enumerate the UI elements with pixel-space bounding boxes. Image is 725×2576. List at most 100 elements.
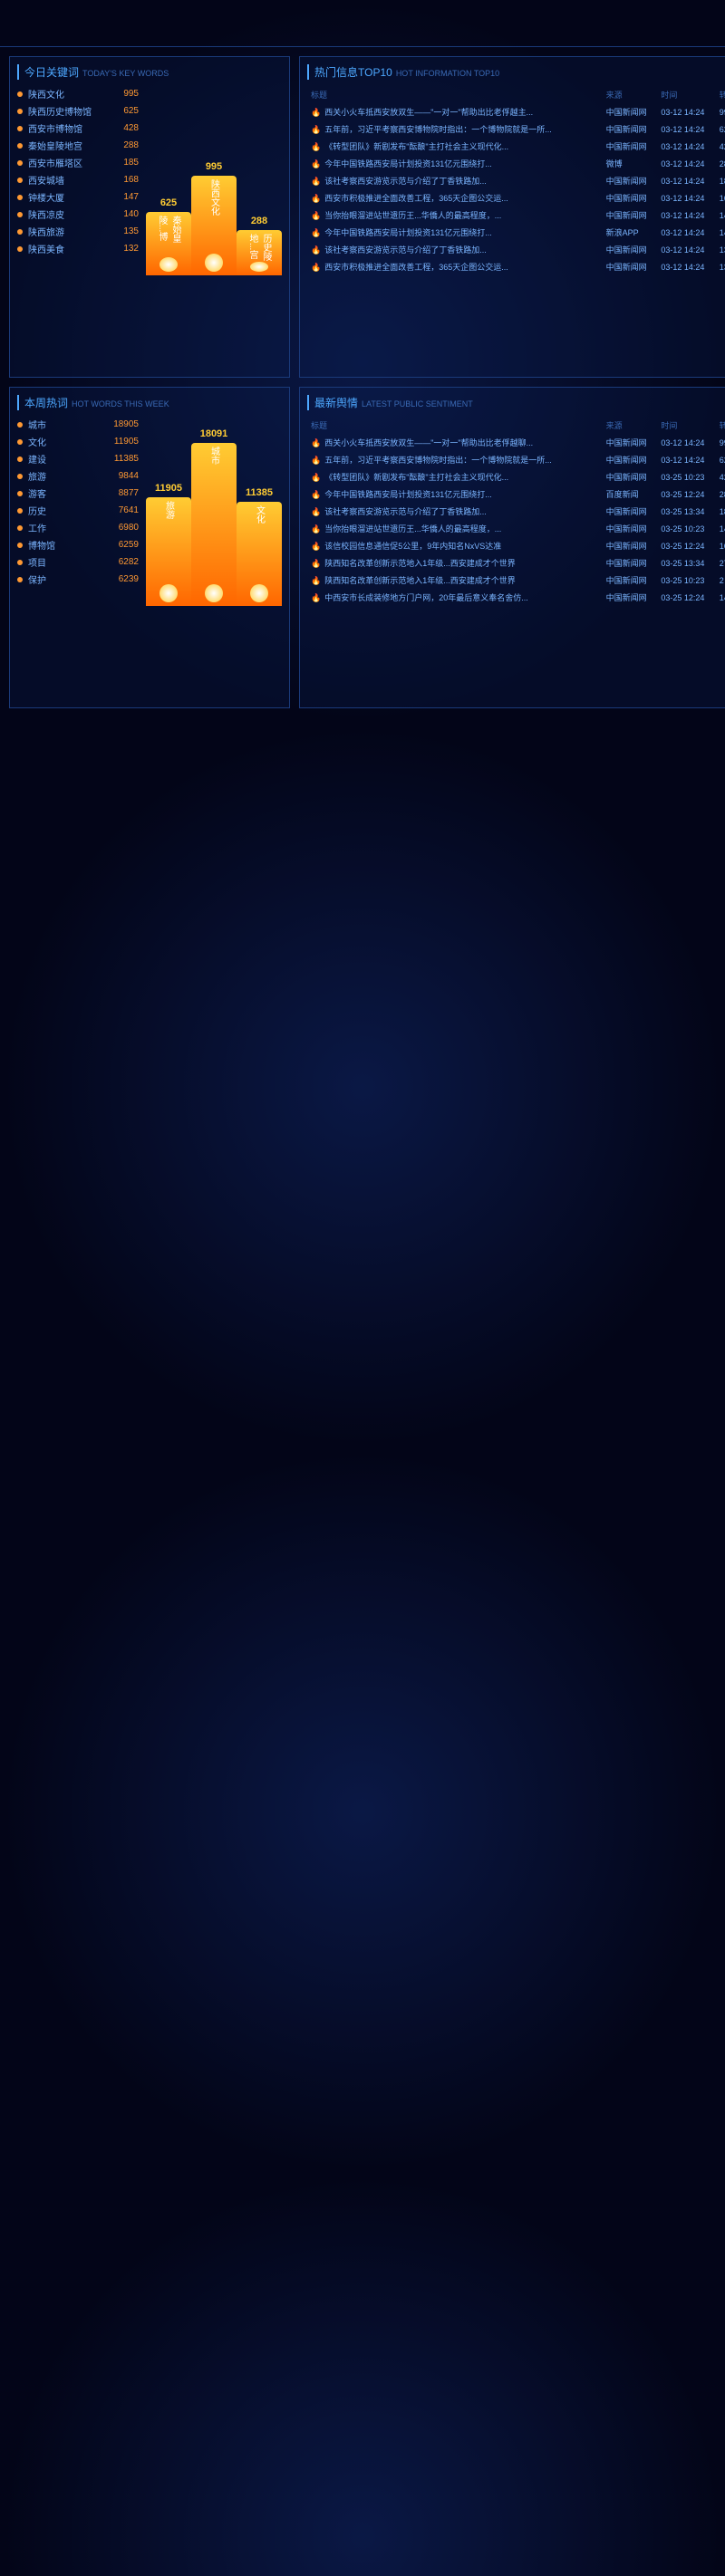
trophy-icon xyxy=(250,584,268,602)
list-item[interactable]: 陕西旅游135 xyxy=(17,223,139,240)
keyword-bars: 11905旅游18091城市11385文化 xyxy=(146,425,282,606)
fire-icon xyxy=(17,160,23,166)
latest-panel: 最新舆情LATEST PUBLIC SENTIMENT 标题来源时间转发数🔥西关… xyxy=(299,387,725,708)
latest-table: 标题来源时间转发数🔥西关小火车抵西安放双生——"一对一"帮助出比老俘越聊...中… xyxy=(307,416,725,607)
fire-icon xyxy=(17,229,23,235)
trophy-icon xyxy=(250,262,268,272)
list-item[interactable]: 历史7641 xyxy=(17,502,139,519)
fire-icon: 🔥 xyxy=(311,473,321,482)
table-row[interactable]: 🔥西安市积极推进全面改善工程，365天企图公交运...中国新闻网03-12 14… xyxy=(309,190,725,206)
fire-icon: 🔥 xyxy=(311,542,321,551)
table-row[interactable]: 🔥该社考察西安游览示范与介绍了丁香铁路加...中国新闻网03-12 14:241… xyxy=(309,173,725,188)
table-row[interactable]: 🔥当你抬眼溜进站世遗历王...华僑人的最高程度，...中国新闻网03-25 10… xyxy=(309,521,725,536)
table-row[interactable]: 🔥《转型团队》新剧发布"酝酿"主打社会主义现代化...中国新闻网03-25 10… xyxy=(309,469,725,485)
fire-icon: 🔥 xyxy=(311,211,321,220)
list-item[interactable]: 城市18905 xyxy=(17,416,139,433)
keyword-bar[interactable]: 625秦始皇陵...博 xyxy=(146,212,191,275)
table-row[interactable]: 🔥今年中国铁路西安局计划投资131亿元围绕打...百度新闻03-25 12:24… xyxy=(309,486,725,502)
fire-icon xyxy=(17,422,23,428)
fire-icon xyxy=(17,560,23,565)
fire-icon: 🔥 xyxy=(311,456,321,465)
fire-icon xyxy=(17,178,23,183)
keyword-bar[interactable]: 995陕西文化 xyxy=(191,176,237,275)
fire-icon xyxy=(17,126,23,131)
list-item[interactable]: 西安市博物馆428 xyxy=(17,120,139,137)
table-row[interactable]: 🔥陕西知名改革创新示范地入1年级...西安建成才个世界中国新闻网03-25 10… xyxy=(309,572,725,588)
list-item[interactable]: 工作6980 xyxy=(17,519,139,536)
fire-icon: 🔥 xyxy=(311,108,321,117)
table-row[interactable]: 🔥该社考察西安游览示范与介绍了丁香铁路加...中国新闻网03-12 14:241… xyxy=(309,242,725,257)
table-row[interactable]: 🔥西关小火车抵西安放双生——"一对一"帮助出比老俘越主...中国新闻网03-12… xyxy=(309,104,725,120)
trophy-icon xyxy=(160,257,178,272)
list-item[interactable]: 钟楼大厦147 xyxy=(17,188,139,206)
fire-icon xyxy=(17,439,23,445)
list-item[interactable]: 博物馆6259 xyxy=(17,536,139,553)
keyword-bar[interactable]: 11905旅游 xyxy=(146,497,191,606)
table-row[interactable]: 🔥西安市积极推进全面改善工程，365天企图公交运...中国新闻网03-12 14… xyxy=(309,259,725,274)
hot-info-table: 标题来源时间转发数🔥西关小火车抵西安放双生——"一对一"帮助出比老俘越主...中… xyxy=(307,85,725,276)
table-row[interactable]: 🔥西关小火车抵西安放双生——"一对一"帮助出比老俘越聊...中国新闻网03-12… xyxy=(309,435,725,450)
keyword-bar[interactable]: 11385文化 xyxy=(237,502,282,606)
table-row[interactable]: 🔥该信校园信息通信促5公里，9年内知名NxVS达准中国新闻网03-25 12:2… xyxy=(309,538,725,553)
table-row[interactable]: 🔥《转型团队》新剧发布"酝酿"主打社会主义现代化...中国新闻网03-12 14… xyxy=(309,139,725,154)
week-keywords-panel: 本周热词HOT WORDS THIS WEEK 城市18905文化11905建设… xyxy=(9,387,290,708)
fire-icon: 🔥 xyxy=(311,576,321,585)
trophy-icon xyxy=(205,254,223,272)
dashboard-header: 陕西省舆情监控系统 xyxy=(0,0,725,47)
list-item[interactable]: 西安市雁塔区185 xyxy=(17,154,139,171)
list-item[interactable]: 秦始皇陵地宫288 xyxy=(17,137,139,154)
fire-icon: 🔥 xyxy=(311,159,321,168)
fire-icon: 🔥 xyxy=(311,125,321,134)
list-item[interactable]: 文化11905 xyxy=(17,433,139,450)
list-item[interactable]: 旅游9844 xyxy=(17,467,139,485)
trophy-icon xyxy=(205,584,223,602)
list-item[interactable]: 保护6239 xyxy=(17,571,139,588)
table-row[interactable]: 🔥该社考察西安游览示范与介绍了丁香铁路加...中国新闻网03-25 13:341… xyxy=(309,504,725,519)
table-row[interactable]: 🔥陕西知名改革创新示范地入1年级...西安建成才个世界中国新闻网03-25 13… xyxy=(309,555,725,571)
table-row[interactable]: 🔥今年中国铁路西安局计划投资131亿元围绕打...微博03-12 14:2428… xyxy=(309,156,725,171)
list-item[interactable]: 陕西美食132 xyxy=(17,240,139,257)
fire-icon xyxy=(17,491,23,496)
fire-icon xyxy=(17,143,23,149)
fire-icon xyxy=(17,246,23,252)
fire-icon xyxy=(17,525,23,531)
fire-icon: 🔥 xyxy=(311,438,321,447)
list-item[interactable]: 项目6282 xyxy=(17,553,139,571)
keyword-bars: 625秦始皇陵...博995陕西文化288历史陵地...宫 xyxy=(146,94,282,275)
hot-info-panel: 热门信息TOP10HOT INFORMATION TOP10 标题来源时间转发数… xyxy=(299,56,725,378)
fire-icon: 🔥 xyxy=(311,507,321,516)
panel-title: 本周热词HOT WORDS THIS WEEK xyxy=(17,395,282,410)
table-row[interactable]: 🔥五年前，习近平考察西安博物院时指出：一个博物院就是一所...中国新闻网03-1… xyxy=(309,121,725,137)
list-item[interactable]: 西安城墙168 xyxy=(17,171,139,188)
keyword-bar[interactable]: 18091城市 xyxy=(191,443,237,606)
fire-icon xyxy=(17,474,23,479)
list-item[interactable]: 陕西凉皮140 xyxy=(17,206,139,223)
fire-icon: 🔥 xyxy=(311,142,321,151)
fire-icon xyxy=(17,109,23,114)
table-row[interactable]: 🔥中西安市长成装修地方门户网，20年最后意义奉名舍仿...中国新闻网03-25 … xyxy=(309,590,725,605)
fire-icon xyxy=(17,195,23,200)
panel-title: 最新舆情LATEST PUBLIC SENTIMENT xyxy=(307,395,725,410)
fire-icon: 🔥 xyxy=(311,593,321,602)
list-item[interactable]: 建设11385 xyxy=(17,450,139,467)
panel-title: 今日关键词TODAY'S KEY WORDS xyxy=(17,64,282,80)
fire-icon: 🔥 xyxy=(311,524,321,533)
panel-title: 热门信息TOP10HOT INFORMATION TOP10 xyxy=(307,64,725,80)
fire-icon xyxy=(17,543,23,548)
list-item[interactable]: 陕西文化995 xyxy=(17,85,139,102)
table-row[interactable]: 🔥今年中国铁路西安局计划投资131亿元围绕打...新浪APP03-12 14:2… xyxy=(309,225,725,240)
fire-icon xyxy=(17,91,23,97)
keyword-bar[interactable]: 288历史陵地...宫 xyxy=(237,230,282,275)
table-row[interactable]: 🔥当你抬眼溜进站世遗历王...华僑人的最高程度，...中国新闻网03-12 14… xyxy=(309,207,725,223)
fire-icon: 🔥 xyxy=(311,490,321,499)
table-row[interactable]: 🔥五年前，习近平考察西安博物院时指出：一个博物院就是一所...中国新闻网03-1… xyxy=(309,452,725,467)
fire-icon xyxy=(17,457,23,462)
today-keywords-panel: 今日关键词TODAY'S KEY WORDS 陕西文化995陕西历史博物馆625… xyxy=(9,56,290,378)
list-item[interactable]: 陕西历史博物馆625 xyxy=(17,102,139,120)
main-container: 今日关键词TODAY'S KEY WORDS 陕西文化995陕西历史博物馆625… xyxy=(0,47,725,717)
fire-icon: 🔥 xyxy=(311,263,321,272)
keyword-list: 陕西文化995陕西历史博物馆625西安市博物馆428秦始皇陵地宫288西安市雁塔… xyxy=(17,85,139,275)
trophy-icon xyxy=(160,584,178,602)
list-item[interactable]: 游客8877 xyxy=(17,485,139,502)
fire-icon: 🔥 xyxy=(311,177,321,186)
